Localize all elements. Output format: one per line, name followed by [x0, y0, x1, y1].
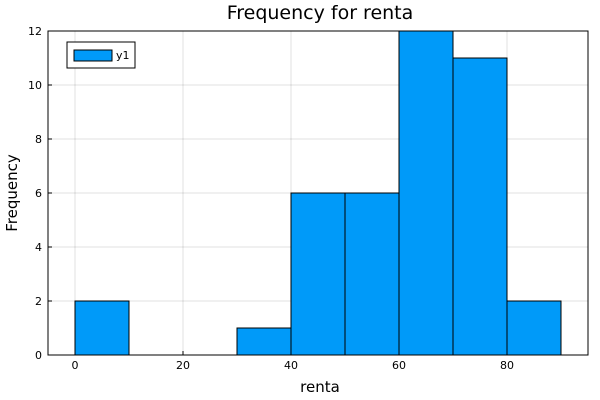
histogram-bar	[74, 300, 130, 356]
chart-title: Frequency for renta	[227, 2, 414, 24]
histogram-bar	[290, 192, 346, 356]
legend-swatch	[73, 49, 113, 62]
y-tick-label: 10	[28, 79, 42, 92]
histogram-bar	[452, 57, 508, 356]
y-axis-label: Frequency	[3, 154, 21, 232]
histogram-bar	[344, 192, 400, 356]
y-tick-label: 8	[35, 133, 42, 146]
y-tick-label: 0	[35, 349, 42, 362]
x-tick-label: 80	[500, 359, 514, 372]
histogram-bar	[506, 300, 562, 356]
x-tick-label: 60	[392, 359, 406, 372]
histogram-bar	[398, 30, 454, 356]
y-tick-label: 12	[28, 25, 42, 38]
y-axis-ticks: 0 2 4 6 8 10 12	[28, 25, 52, 362]
y-tick-label: 2	[35, 295, 42, 308]
histogram-bar	[236, 327, 292, 356]
x-tick-label: 0	[72, 359, 79, 372]
x-tick-label: 20	[176, 359, 190, 372]
y-tick-label: 6	[35, 187, 42, 200]
x-tick-label: 40	[284, 359, 298, 372]
legend-label-y1: y1	[116, 49, 130, 62]
x-axis-label: renta	[300, 378, 340, 396]
y-tick-label: 4	[35, 241, 42, 254]
legend: y1	[66, 41, 136, 69]
bars	[74, 30, 562, 356]
x-axis-ticks: 0 20 40 60 80	[72, 351, 514, 372]
